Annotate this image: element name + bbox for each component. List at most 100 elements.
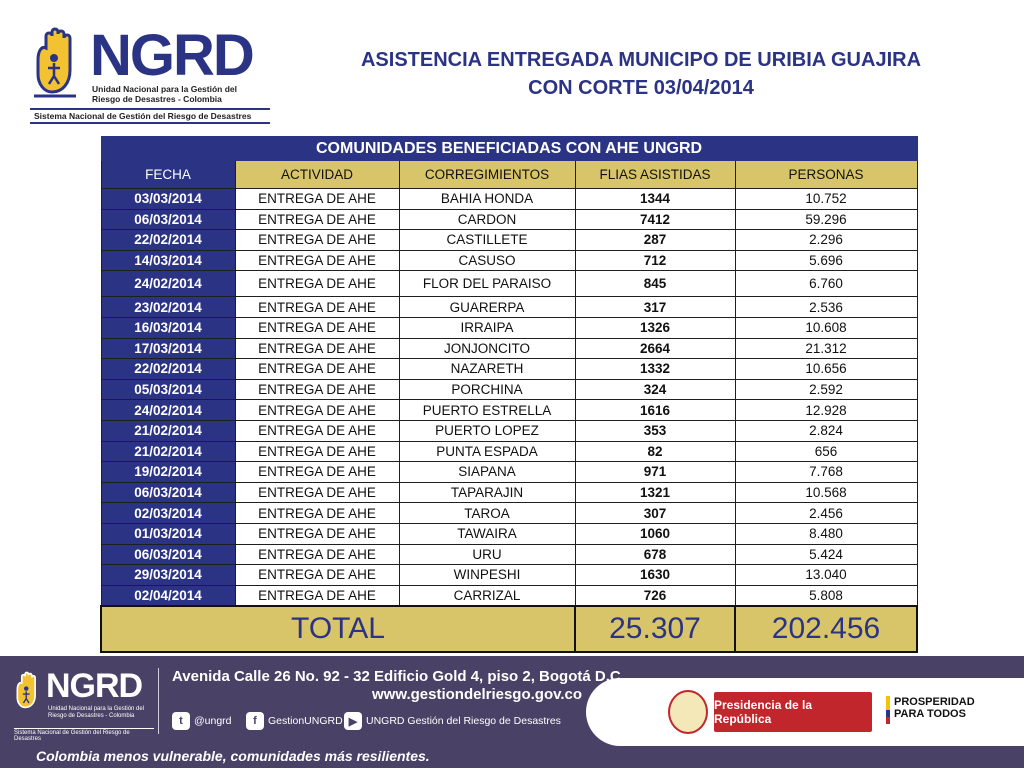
cell-actividad: ENTREGA DE AHE [234, 419, 400, 442]
cell-flias-asistidas: 307 [574, 502, 736, 524]
cell-flias-asistidas: 1344 [574, 188, 736, 210]
cell-fecha: 06/03/2014 [100, 543, 236, 566]
cell-personas: 5.808 [734, 584, 918, 607]
cell-personas: 2.824 [734, 419, 918, 442]
twitter-icon: t [172, 712, 190, 730]
table-row: 22/02/2014 ENTREGA DE AHE NAZARETH 1332 10.6… [100, 358, 918, 380]
cell-personas: 12.928 [734, 399, 918, 421]
cell-fecha: 22/02/2014 [100, 229, 236, 251]
cell-personas: 21.312 [734, 337, 918, 360]
cell-corregimiento: PORCHINA [398, 378, 576, 401]
presidencia-logo: Presidencia de la República [714, 692, 872, 732]
cell-corregimiento: TAWAIRA [398, 522, 576, 545]
table-row: 17/03/2014 ENTREGA DE AHE JONJONCITO 2664 21… [100, 337, 918, 360]
title-line-1: ASISTENCIA ENTREGADA MUNICIPO DE URIBIA … [360, 49, 922, 71]
table-row: 06/03/2014 ENTREGA DE AHE TAPARAJIN 1321 10.… [100, 481, 918, 504]
logo-subtitle: Unidad Nacional para la Gestión del Ries… [92, 84, 237, 104]
cell-actividad: ENTREGA DE AHE [234, 337, 400, 360]
cell-corregimiento: GUARERPA [398, 296, 576, 318]
cell-actividad: ENTREGA DE AHE [234, 522, 400, 545]
facebook-handle: GestionUNGRD [268, 715, 343, 727]
cell-flias-asistidas: 317 [574, 296, 736, 318]
cell-flias-asistidas: 1326 [574, 316, 736, 339]
footer-ngrd-logo: NGRD Unidad Nacional para la Gestión del… [12, 666, 162, 744]
cell-flias-asistidas: 353 [574, 419, 736, 442]
cell-personas: 2.456 [734, 502, 918, 524]
cell-corregimiento: WINPESHI [398, 564, 576, 586]
cell-corregimiento: CASUSO [398, 249, 576, 272]
youtube-channel: UNGRD Gestión del Riesgo de Desastres [366, 715, 561, 727]
hand-emblem-icon [34, 27, 76, 98]
table-body: 03/03/2014 ENTREGA DE AHE BAHIA HONDA 1344 1… [100, 188, 918, 607]
cell-flias-asistidas: 1321 [574, 481, 736, 504]
cell-actividad: ENTREGA DE AHE [234, 584, 400, 607]
logo-subtitle-line-1: Unidad Nacional para la Gestión del [92, 84, 238, 94]
facebook-link[interactable]: f GestionUNGRD [246, 712, 343, 730]
page-title: ASISTENCIA ENTREGADA MUNICIPO DE URIBIA … [276, 46, 1006, 102]
cell-corregimiento: TAPARAJIN [398, 481, 576, 504]
cell-corregimiento: NAZARETH [398, 358, 576, 380]
cell-fecha: 05/03/2014 [100, 378, 236, 401]
cell-personas: 2.592 [734, 378, 918, 401]
column-header-corregimientos: CORREGIMIENTOS [398, 160, 576, 189]
footer-website-link[interactable]: www.gestiondelriesgo.gov.co [372, 686, 583, 703]
footer-logo-subtitle-line-1: Unidad Nacional para la Gestión del [48, 706, 145, 712]
total-label: TOTAL [100, 604, 576, 653]
table-row: 06/03/2014 ENTREGA DE AHE URU 678 5.424 [100, 543, 918, 566]
cell-actividad: ENTREGA DE AHE [234, 378, 400, 401]
cell-actividad: ENTREGA DE AHE [234, 543, 400, 566]
cell-fecha: 22/02/2014 [100, 358, 236, 380]
cell-corregimiento: URU [398, 543, 576, 566]
table-row: 29/03/2014 ENTREGA DE AHE WINPESHI 1630 13.0… [100, 564, 918, 586]
title-line-2: CON CORTE 03/04/2014 [528, 77, 754, 99]
cell-personas: 656 [734, 440, 918, 463]
column-header-actividad: ACTIVIDAD [234, 160, 400, 189]
table-row: 16/03/2014 ENTREGA DE AHE IRRAIPA 1326 10.60… [100, 316, 918, 339]
table-row: 21/02/2014 ENTREGA DE AHE PUERTO LOPEZ 353 2… [100, 419, 918, 442]
facebook-icon: f [246, 712, 264, 730]
cell-flias-asistidas: 1332 [574, 358, 736, 380]
logo-subtitle-line-2: Riesgo de Desastres - Colombia [92, 94, 222, 104]
cell-fecha: 24/02/2014 [100, 270, 236, 298]
cell-fecha: 14/03/2014 [100, 249, 236, 272]
prosperidad-logo: PROSPERIDAD PARA TODOS [886, 692, 978, 732]
youtube-icon: ▶ [344, 712, 362, 730]
cell-corregimiento: PUERTO LOPEZ [398, 419, 576, 442]
cell-fecha: 02/03/2014 [100, 502, 236, 524]
logo-system-name: Sistema Nacional de Gestión del Riesgo d… [30, 108, 270, 124]
cell-flias-asistidas: 1616 [574, 399, 736, 421]
twitter-link[interactable]: t @ungrd [172, 712, 232, 730]
cell-corregimiento: CARRIZAL [398, 584, 576, 607]
cell-fecha: 23/02/2014 [100, 296, 236, 318]
prosperidad-line-1: PROSPERIDAD [894, 696, 975, 708]
ngrd-logo: NGRD Unidad Nacional para la Gestión del… [28, 22, 272, 128]
table-row: 01/03/2014 ENTREGA DE AHE TAWAIRA 1060 8.480 [100, 522, 918, 545]
cell-flias-asistidas: 971 [574, 461, 736, 483]
twitter-handle: @ungrd [194, 715, 232, 727]
youtube-link[interactable]: ▶ UNGRD Gestión del Riesgo de Desastres [344, 712, 561, 730]
cell-personas: 5.696 [734, 249, 918, 272]
footer-logo-subtitle-line-2: Riesgo de Desastres - Colombia [48, 713, 135, 719]
cell-fecha: 17/03/2014 [100, 337, 236, 360]
cell-flias-asistidas: 324 [574, 378, 736, 401]
cell-actividad: ENTREGA DE AHE [234, 399, 400, 421]
cell-flias-asistidas: 2664 [574, 337, 736, 360]
table-banner: COMUNIDADES BENEFICIADAS CON AHE UNGRD [100, 136, 918, 161]
hand-emblem-icon [16, 671, 36, 709]
colombia-flag-icon [886, 696, 890, 724]
cell-personas: 59.296 [734, 208, 918, 231]
government-logos-panel: Presidencia de la República PROSPERIDAD … [586, 678, 1024, 746]
cell-personas: 2.536 [734, 296, 918, 318]
cell-actividad: ENTREGA DE AHE [234, 208, 400, 231]
cell-fecha: 16/03/2014 [100, 316, 236, 339]
table-row: 02/03/2014 ENTREGA DE AHE TAROA 307 2.456 [100, 502, 918, 524]
cell-fecha: 21/02/2014 [100, 440, 236, 463]
cell-corregimiento: SIAPANA [398, 461, 576, 483]
cell-fecha: 29/03/2014 [100, 564, 236, 586]
cell-actividad: ENTREGA DE AHE [234, 188, 400, 210]
cell-corregimiento: PUERTO ESTRELLA [398, 399, 576, 421]
cell-personas: 7.768 [734, 461, 918, 483]
column-header-personas: PERSONAS [734, 160, 918, 189]
prosperidad-text: PROSPERIDAD PARA TODOS [894, 696, 975, 720]
table-row: 14/03/2014 ENTREGA DE AHE CASUSO 712 5.696 [100, 249, 918, 272]
